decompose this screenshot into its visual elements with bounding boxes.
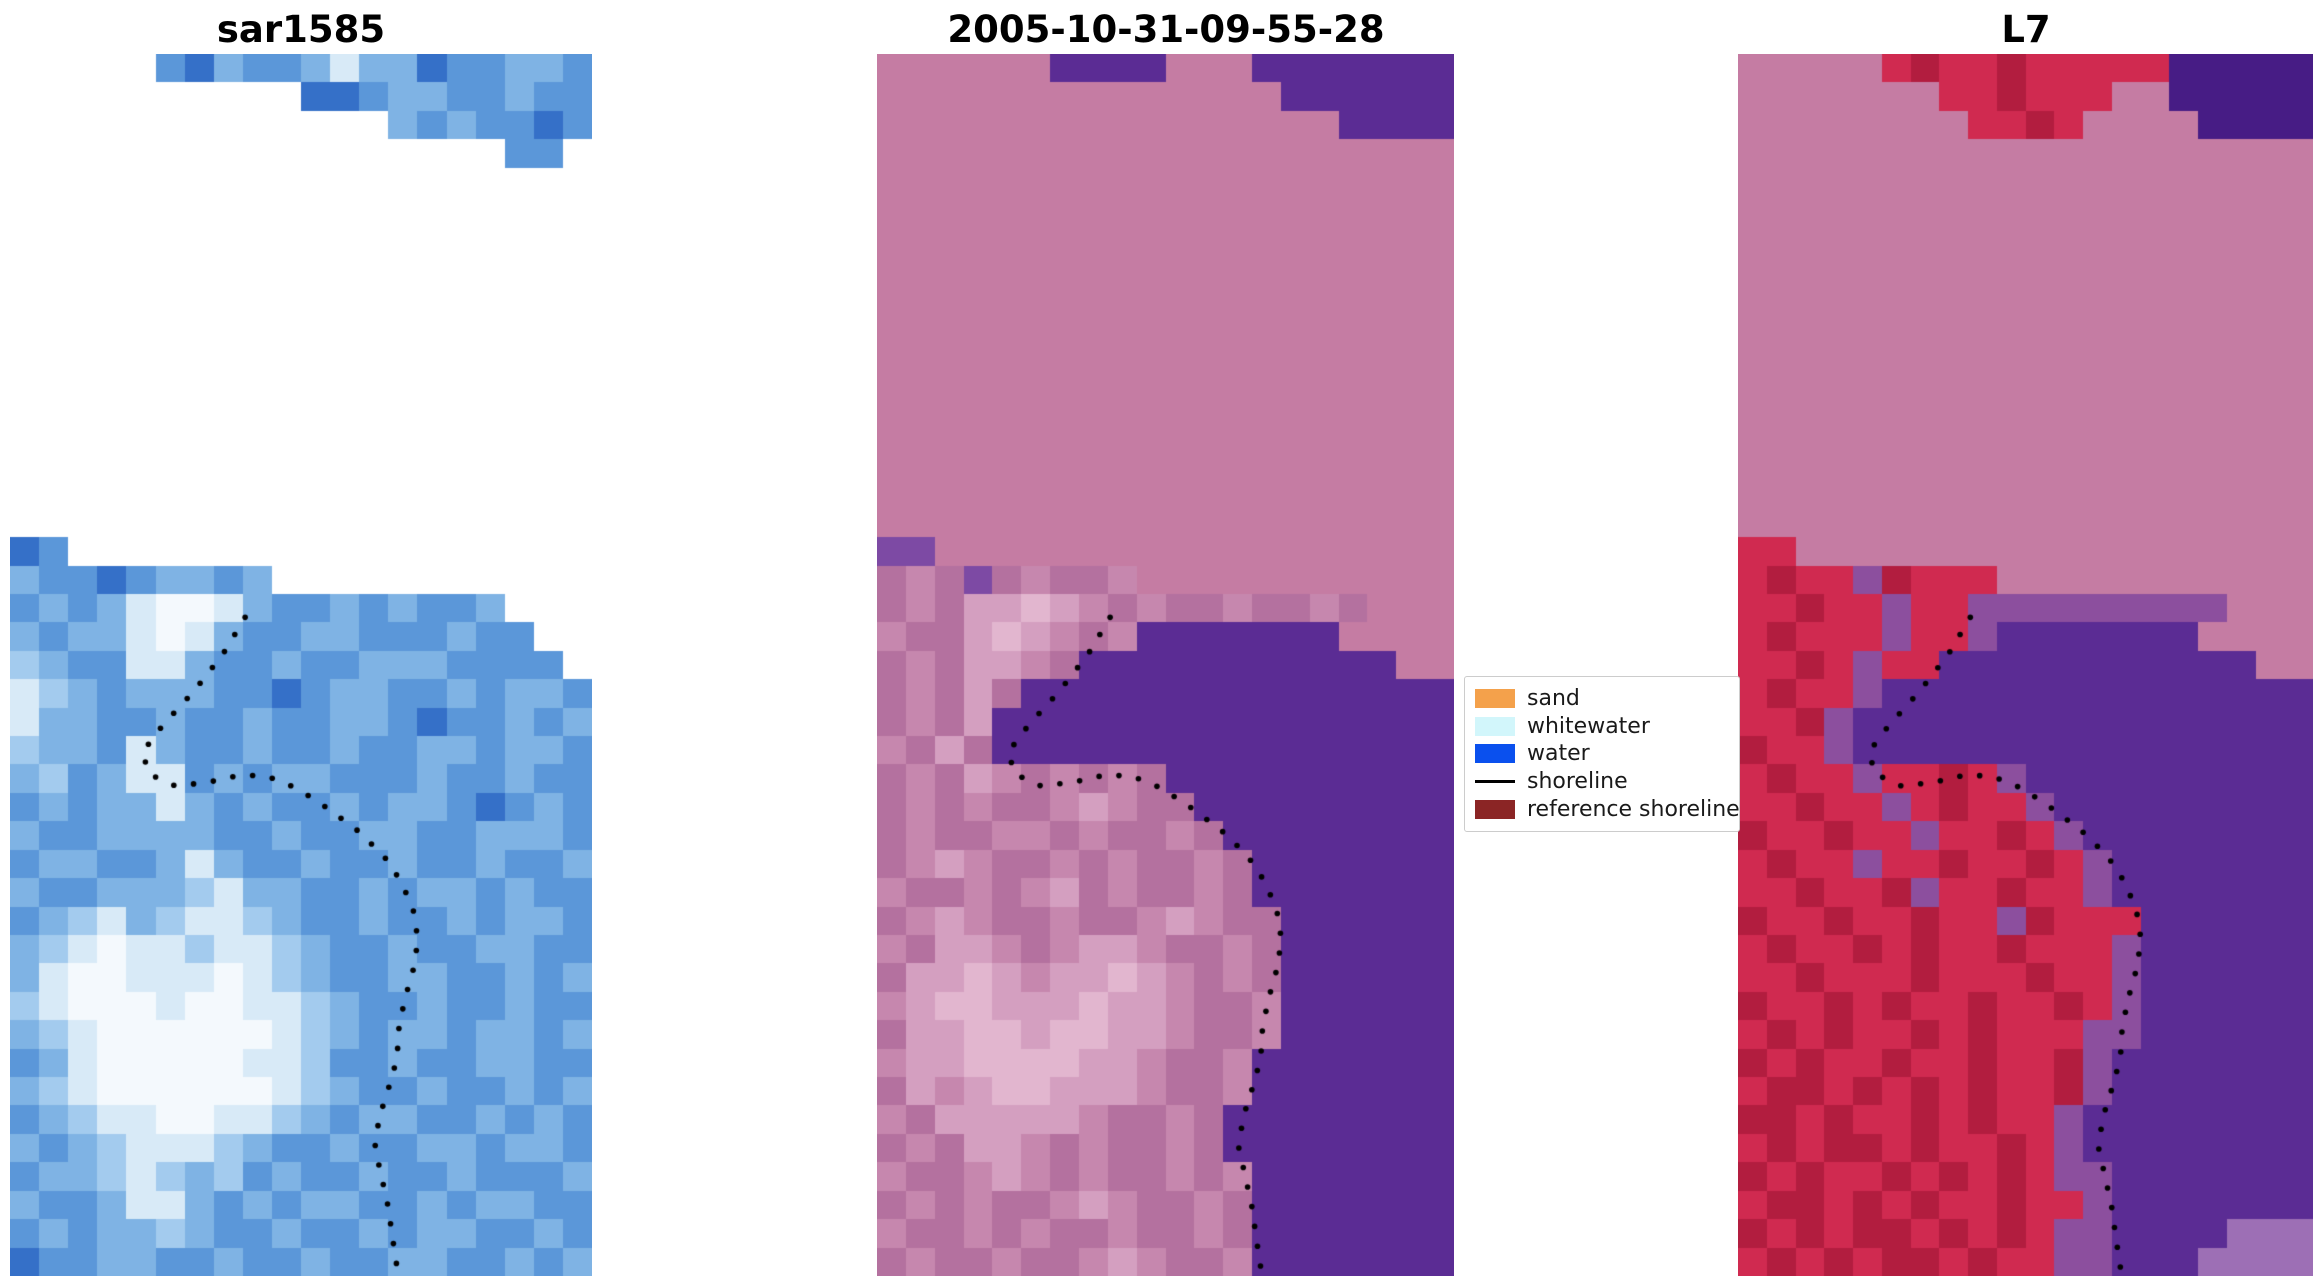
l7-panel-image <box>1738 54 2313 1276</box>
sand-swatch <box>1475 689 1515 709</box>
legend-item: shoreline <box>1475 768 1729 796</box>
classified-panel-image <box>877 54 1454 1276</box>
legend-item: sand <box>1475 685 1729 713</box>
whitewater-swatch <box>1475 716 1515 736</box>
legend-item: whitewater <box>1475 713 1729 741</box>
reference-shoreline-swatch <box>1475 799 1515 819</box>
legend-item-label: reference shoreline <box>1527 796 1740 822</box>
sar1585-panel-image <box>10 54 592 1276</box>
water-swatch <box>1475 744 1515 764</box>
panel-title-timestamp: 2005-10-31-09-55-28 <box>947 8 1385 51</box>
legend: sand whitewater water shoreline reference sh… <box>1464 676 1740 832</box>
legend-item-label: whitewater <box>1527 713 1650 739</box>
legend-item-label: water <box>1527 741 1590 767</box>
legend-item-label: sand <box>1527 686 1580 712</box>
legend-item: water <box>1475 740 1729 768</box>
panel-title-l7: L7 <box>2001 8 2051 51</box>
legend-item-label: shoreline <box>1527 769 1628 795</box>
shoreline-swatch <box>1475 780 1515 784</box>
legend-item: reference shoreline <box>1475 795 1740 823</box>
panel-title-sar1585: sar1585 <box>216 8 386 51</box>
